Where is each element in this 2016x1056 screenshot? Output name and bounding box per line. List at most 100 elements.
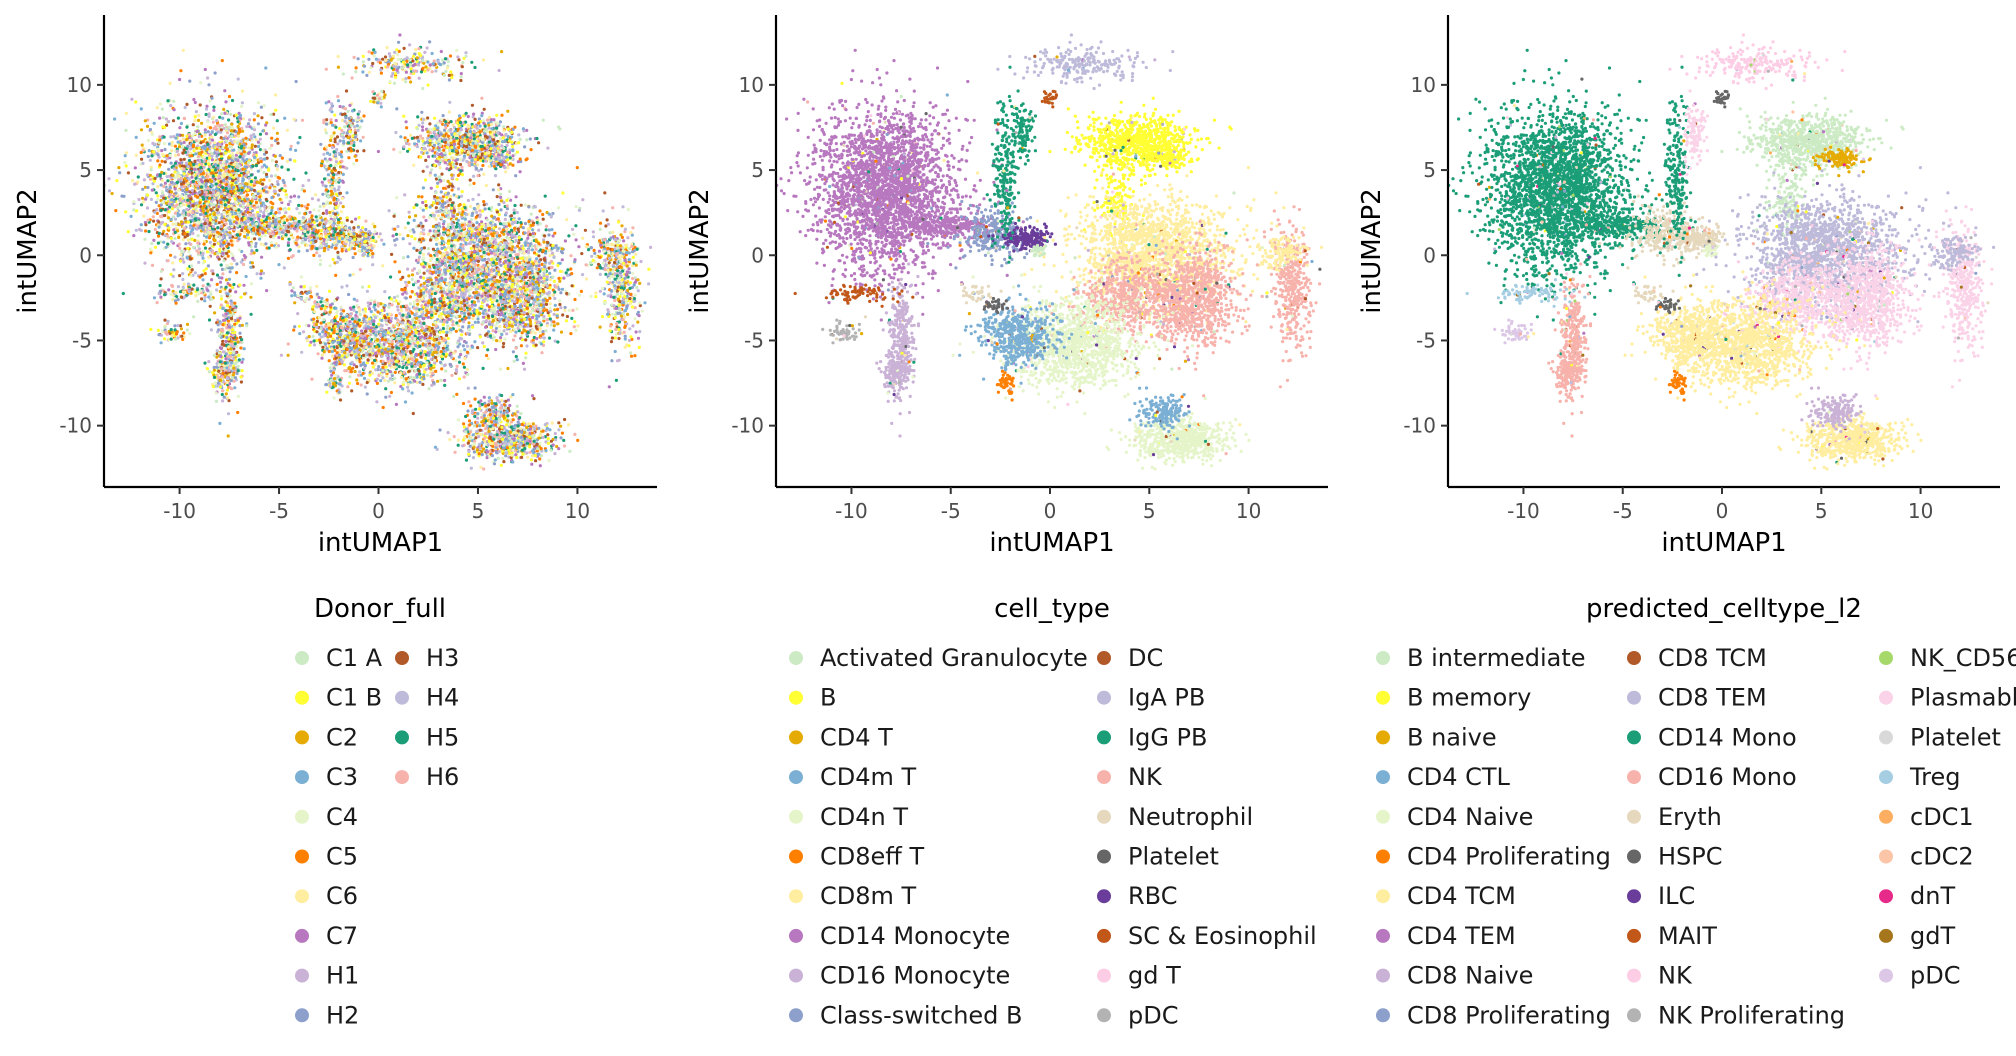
data-point xyxy=(241,90,244,93)
data-point xyxy=(193,149,196,152)
data-point xyxy=(235,114,238,117)
data-point xyxy=(150,242,153,245)
data-point xyxy=(271,159,274,162)
data-point xyxy=(188,242,191,245)
data-point xyxy=(170,237,173,240)
figure-canvas: -10 -5 0 5 10-10-50510intUMAP1intUMAP2Donor_… xyxy=(0,0,2016,1056)
data-point xyxy=(298,136,301,139)
data-point xyxy=(173,237,176,240)
data-point xyxy=(147,155,150,158)
data-point xyxy=(151,264,154,267)
data-point xyxy=(212,106,215,109)
data-point xyxy=(252,213,255,216)
data-point xyxy=(196,201,199,204)
data-point xyxy=(157,235,160,238)
data-point xyxy=(130,98,133,101)
data-point xyxy=(187,250,190,253)
data-point xyxy=(295,80,298,83)
data-point xyxy=(163,214,166,217)
data-point xyxy=(259,272,262,275)
data-point xyxy=(200,122,203,125)
data-point xyxy=(183,117,186,120)
data-point xyxy=(166,179,169,182)
data-point xyxy=(250,173,253,176)
data-point xyxy=(127,171,130,174)
data-point xyxy=(156,301,159,304)
data-point xyxy=(135,229,138,232)
data-point xyxy=(225,160,228,163)
data-point xyxy=(321,181,324,184)
data-point xyxy=(148,149,151,152)
data-point xyxy=(237,78,240,81)
data-point xyxy=(175,197,178,200)
data-point xyxy=(153,122,156,125)
data-point xyxy=(255,201,258,204)
data-point xyxy=(259,277,262,280)
data-point xyxy=(182,49,185,52)
data-point xyxy=(134,100,137,103)
data-point xyxy=(277,176,280,179)
data-point xyxy=(150,154,153,157)
data-point xyxy=(212,109,215,112)
data-point xyxy=(229,113,232,116)
data-point xyxy=(292,236,295,239)
data-point xyxy=(178,126,181,129)
data-point xyxy=(155,208,158,211)
data-point xyxy=(205,113,208,116)
data-point xyxy=(257,122,260,125)
data-point xyxy=(158,232,161,235)
data-point xyxy=(166,154,169,157)
data-point xyxy=(160,277,163,280)
data-point xyxy=(268,147,271,150)
data-point xyxy=(181,189,184,192)
data-point xyxy=(289,158,292,161)
data-point xyxy=(183,283,186,286)
data-point xyxy=(293,118,296,121)
data-point xyxy=(161,179,164,182)
data-point xyxy=(180,122,183,125)
data-point xyxy=(242,117,245,120)
data-point xyxy=(276,183,279,186)
data-point xyxy=(293,195,296,198)
data-point xyxy=(281,157,284,160)
data-point xyxy=(334,274,337,277)
data-point xyxy=(270,209,273,212)
data-point xyxy=(155,201,158,204)
data-point xyxy=(227,118,230,121)
data-point xyxy=(272,127,275,130)
data-point xyxy=(195,110,198,113)
data-point xyxy=(172,215,175,218)
data-point xyxy=(149,178,152,181)
data-point xyxy=(260,256,263,259)
data-point xyxy=(156,194,159,197)
data-point xyxy=(181,272,184,275)
data-point xyxy=(156,185,159,188)
data-point xyxy=(290,145,293,148)
data-point xyxy=(236,151,239,154)
data-point xyxy=(230,252,233,255)
data-point xyxy=(132,234,135,237)
data-point xyxy=(229,270,232,273)
data-point xyxy=(174,145,177,148)
data-point xyxy=(297,141,300,144)
data-point xyxy=(146,125,149,128)
data-point xyxy=(125,112,128,115)
data-point xyxy=(259,190,262,193)
data-point xyxy=(124,129,127,132)
umap-panel-1: -10 -5 0 5 10-10-50510intUMAP1intUMAP2Donor_… xyxy=(13,15,657,1029)
data-point xyxy=(161,160,164,163)
data-point xyxy=(173,205,176,208)
data-point xyxy=(250,146,253,149)
data-point xyxy=(253,159,256,162)
data-point xyxy=(164,160,167,163)
data-point xyxy=(124,210,127,213)
data-point xyxy=(304,171,307,174)
data-point xyxy=(144,223,147,226)
data-point xyxy=(159,284,162,287)
data-point xyxy=(147,230,150,233)
data-point xyxy=(206,76,209,79)
data-point xyxy=(260,243,263,246)
data-point xyxy=(171,207,174,210)
data-point xyxy=(287,257,290,260)
data-point xyxy=(270,137,273,140)
